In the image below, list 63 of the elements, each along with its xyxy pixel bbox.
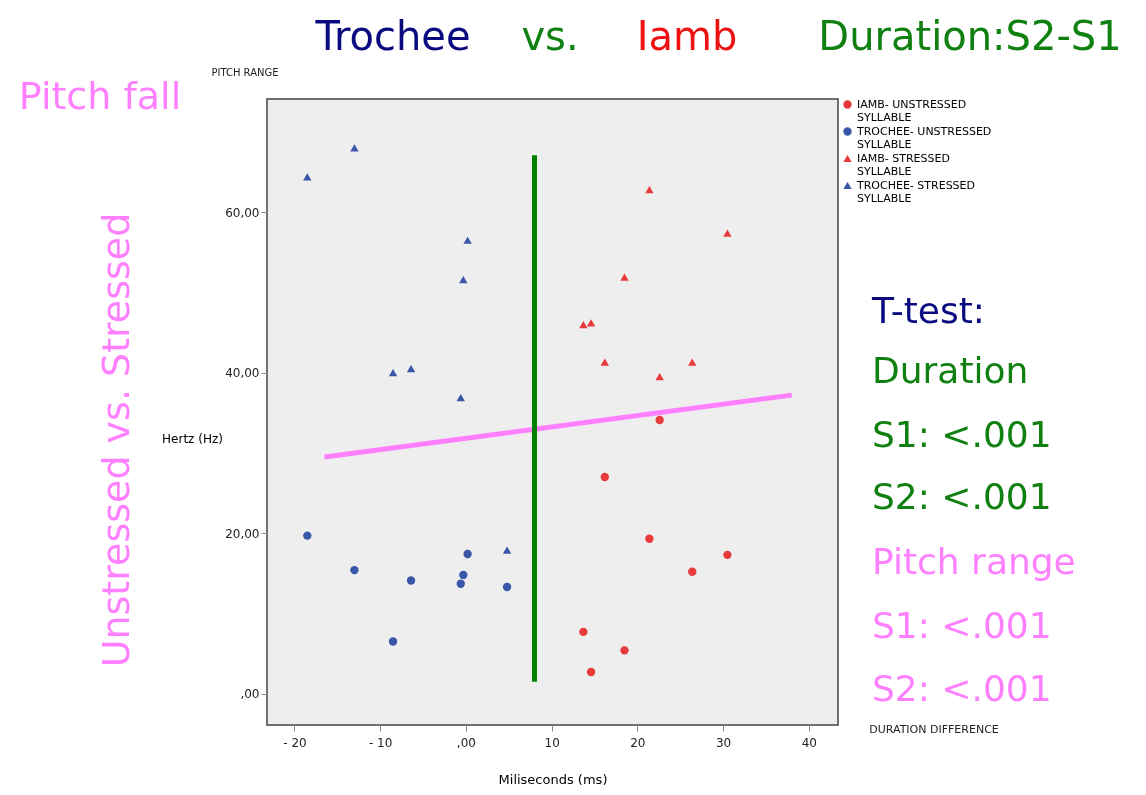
point xyxy=(620,273,629,281)
point xyxy=(459,570,468,580)
point xyxy=(463,236,472,244)
y-tick-label: 60,00 xyxy=(225,205,260,220)
point xyxy=(303,531,312,540)
x-tick-label: 10 xyxy=(544,735,560,750)
text: Pitch fall xyxy=(18,74,182,118)
text: S1: <.001 xyxy=(872,605,1052,646)
point xyxy=(600,358,609,366)
x-tick-label: - 20 xyxy=(283,735,307,750)
point xyxy=(459,275,468,284)
text: PITCH RANGE xyxy=(211,67,279,78)
legend-label: IAMB- UNSTRESSED SYLLABLE xyxy=(857,97,967,124)
x-tick-label: ,00 xyxy=(456,735,476,750)
point xyxy=(600,472,609,482)
point xyxy=(645,186,654,194)
y-tick-label: ,00 xyxy=(240,687,260,702)
point xyxy=(463,549,472,559)
legend-label: IAMB- STRESSED SYLLABLE xyxy=(857,151,950,178)
x-axis-title: Miliseconds (ms) xyxy=(498,771,608,787)
point xyxy=(723,550,732,560)
point xyxy=(620,646,629,655)
point xyxy=(586,667,596,677)
legend-label: TROCHEE- STRESSED SYLLABLE xyxy=(856,178,976,205)
x-tick-label: 40 xyxy=(801,735,817,750)
text: Unstressed vs. Stressed xyxy=(94,212,138,668)
text: Iamb xyxy=(636,13,738,59)
legend-label: TROCHEE- UNSTRESSED SYLLABLE xyxy=(856,124,992,151)
point xyxy=(406,365,416,373)
x-tick-label: - 10 xyxy=(368,735,393,750)
point xyxy=(456,393,465,402)
x-tick-label: 30 xyxy=(715,735,732,750)
point xyxy=(688,567,697,576)
point xyxy=(388,369,398,377)
x-tick-label: 20 xyxy=(630,735,646,750)
point xyxy=(456,579,465,588)
point xyxy=(723,229,732,237)
point xyxy=(502,546,512,554)
point xyxy=(645,534,654,543)
point xyxy=(579,320,588,329)
text: vs. xyxy=(521,13,579,59)
y-axis-title: Hertz (Hz) xyxy=(162,431,223,446)
text: S2: <.001 xyxy=(872,668,1052,709)
text: DURATION DIFFERENCE xyxy=(869,723,999,736)
y-tick-label: 40,00 xyxy=(225,366,260,381)
point xyxy=(655,415,664,425)
point xyxy=(688,358,697,366)
text: Duration:S2-S1 xyxy=(818,13,1122,59)
y-tick-label: 20,00 xyxy=(225,526,260,541)
point xyxy=(406,576,416,585)
text: Pitch range xyxy=(872,541,1076,582)
point xyxy=(655,373,664,381)
point xyxy=(579,627,588,637)
text: Trochee xyxy=(314,13,471,59)
text: S1: <.001 xyxy=(872,414,1052,455)
text: T-test: xyxy=(871,290,985,331)
point xyxy=(388,637,398,646)
point xyxy=(350,565,359,575)
point xyxy=(586,319,596,327)
point xyxy=(502,582,512,592)
text: S2: <.001 xyxy=(872,476,1052,517)
text: Duration xyxy=(872,350,1029,391)
point xyxy=(350,144,359,152)
